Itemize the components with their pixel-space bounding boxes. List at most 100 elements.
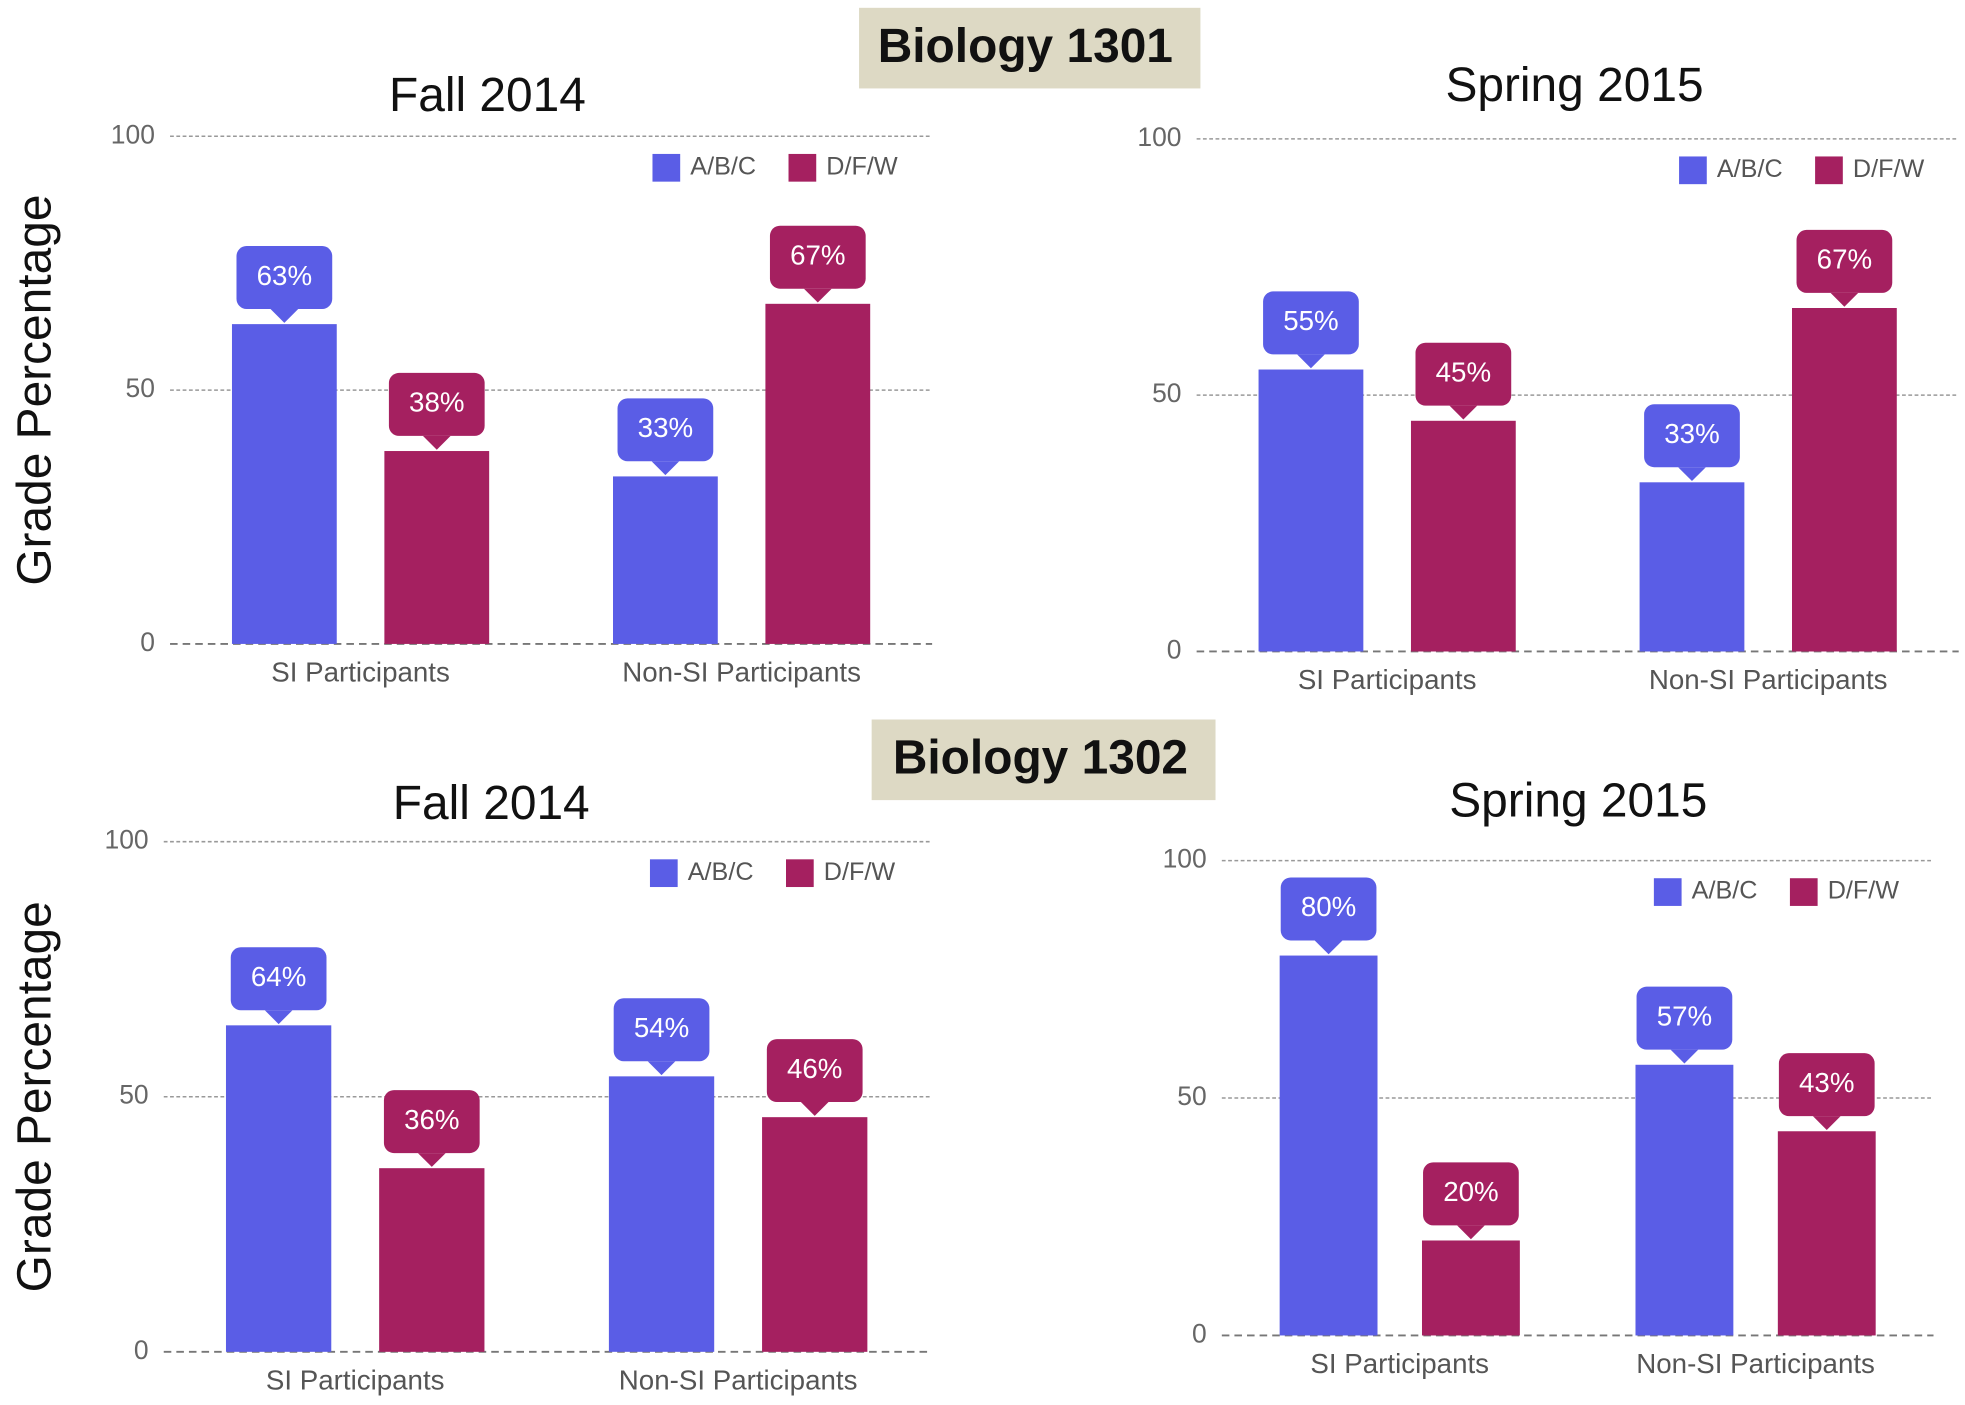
bar bbox=[1279, 955, 1378, 1336]
bar bbox=[384, 451, 490, 644]
chart-title: Fall 2014 bbox=[389, 69, 586, 122]
bar bbox=[1791, 308, 1897, 652]
label-pointer bbox=[417, 1153, 446, 1167]
bar bbox=[1410, 420, 1516, 652]
label-pointer bbox=[1830, 292, 1859, 307]
data-label: 20% bbox=[1443, 1176, 1498, 1207]
data-label: 64% bbox=[251, 961, 306, 992]
x-tick-label: Non-SI Participants bbox=[1636, 1348, 1875, 1379]
label-pointer bbox=[651, 461, 680, 476]
y-tick-label: 50 bbox=[1152, 378, 1181, 408]
label-pointer bbox=[800, 1102, 829, 1116]
label-pointer bbox=[1812, 1116, 1841, 1131]
data-label: 33% bbox=[1664, 418, 1719, 449]
header-box bbox=[859, 7, 1201, 89]
section-header: Biology 1301 bbox=[878, 20, 1173, 73]
legend-swatch bbox=[1789, 878, 1818, 906]
legend-label: A/B/C bbox=[688, 858, 754, 886]
chart-title: Fall 2014 bbox=[393, 777, 590, 830]
chart-title: Spring 2015 bbox=[1449, 775, 1707, 828]
x-tick-label: SI Participants bbox=[1310, 1348, 1489, 1379]
legend-label: A/B/C bbox=[1717, 155, 1783, 183]
label-bubble bbox=[1636, 986, 1733, 1050]
label-bubble bbox=[236, 246, 333, 310]
label-bubble bbox=[1796, 229, 1893, 293]
legend-label: D/F/W bbox=[826, 152, 898, 180]
legend-swatch bbox=[1653, 878, 1682, 906]
data-label: 36% bbox=[404, 1104, 459, 1135]
label-bubble bbox=[613, 998, 710, 1062]
label-bubble bbox=[1423, 1162, 1519, 1226]
y-axis-label: Grade Percentage bbox=[8, 195, 61, 586]
y-tick-label: 50 bbox=[126, 373, 155, 403]
bar bbox=[612, 476, 718, 644]
bar bbox=[225, 1025, 332, 1352]
legend-swatch bbox=[786, 859, 814, 888]
legend-label: D/F/W bbox=[1828, 877, 1900, 905]
label-pointer bbox=[1457, 1225, 1485, 1240]
label-bubble bbox=[230, 947, 327, 1011]
bar bbox=[608, 1076, 715, 1352]
label-pointer bbox=[647, 1061, 676, 1076]
bar bbox=[762, 1117, 868, 1352]
label-pointer bbox=[1449, 405, 1478, 420]
x-tick-label: Non-SI Participants bbox=[622, 656, 861, 687]
y-axis-label: Grade Percentage bbox=[8, 901, 61, 1292]
label-pointer bbox=[1678, 467, 1706, 482]
label-bubble bbox=[1415, 342, 1512, 406]
legend-swatch bbox=[652, 153, 681, 182]
label-bubble bbox=[769, 225, 866, 289]
bar bbox=[1258, 369, 1364, 652]
y-tick-label: 50 bbox=[119, 1080, 148, 1110]
bar bbox=[1639, 482, 1745, 652]
y-tick-label: 0 bbox=[1192, 1318, 1207, 1348]
data-label: 67% bbox=[1817, 244, 1872, 275]
data-label: 80% bbox=[1301, 891, 1356, 922]
legend-swatch bbox=[649, 859, 678, 888]
bar bbox=[765, 303, 871, 644]
bar bbox=[1777, 1131, 1876, 1336]
data-label: 57% bbox=[1657, 1000, 1712, 1031]
label-bubble bbox=[1778, 1053, 1875, 1117]
label-bubble bbox=[388, 372, 485, 436]
data-label: 43% bbox=[1799, 1067, 1854, 1098]
data-label: 67% bbox=[790, 240, 845, 271]
y-tick-label: 0 bbox=[140, 627, 155, 657]
x-tick-label: Non-SI Participants bbox=[619, 1364, 858, 1395]
label-bubble bbox=[1280, 877, 1377, 941]
legend-label: D/F/W bbox=[824, 858, 896, 886]
legend-swatch bbox=[1815, 156, 1843, 185]
header-box bbox=[871, 719, 1216, 801]
legend-label: A/B/C bbox=[1692, 877, 1758, 905]
label-bubble bbox=[617, 398, 714, 462]
label-bubble bbox=[766, 1039, 863, 1103]
label-pointer bbox=[270, 309, 299, 323]
legend-swatch bbox=[1679, 156, 1707, 185]
bar bbox=[379, 1168, 485, 1352]
label-pointer bbox=[1670, 1049, 1699, 1064]
y-tick-label: 0 bbox=[1167, 634, 1182, 664]
y-tick-label: 100 bbox=[105, 825, 149, 855]
legend-swatch bbox=[788, 153, 817, 182]
label-bubble bbox=[1644, 404, 1740, 468]
section-header: Biology 1302 bbox=[893, 732, 1188, 785]
x-tick-label: Non-SI Participants bbox=[1649, 664, 1888, 695]
x-tick-label: SI Participants bbox=[271, 656, 450, 687]
y-tick-label: 100 bbox=[111, 119, 155, 149]
data-label: 33% bbox=[638, 412, 693, 443]
x-tick-label: SI Participants bbox=[266, 1364, 445, 1395]
x-tick-label: SI Participants bbox=[1298, 664, 1477, 695]
y-tick-label: 100 bbox=[1163, 844, 1207, 874]
data-label: 38% bbox=[409, 387, 464, 418]
y-tick-label: 100 bbox=[1137, 122, 1181, 152]
chart-title: Spring 2015 bbox=[1445, 59, 1703, 112]
data-label: 45% bbox=[1436, 356, 1491, 387]
label-bubble bbox=[383, 1090, 480, 1154]
legend-label: D/F/W bbox=[1853, 155, 1925, 183]
bar bbox=[1635, 1064, 1734, 1336]
label-pointer bbox=[803, 288, 832, 303]
label-pointer bbox=[264, 1010, 293, 1025]
data-label: 63% bbox=[257, 260, 312, 291]
data-label: 46% bbox=[787, 1053, 842, 1084]
